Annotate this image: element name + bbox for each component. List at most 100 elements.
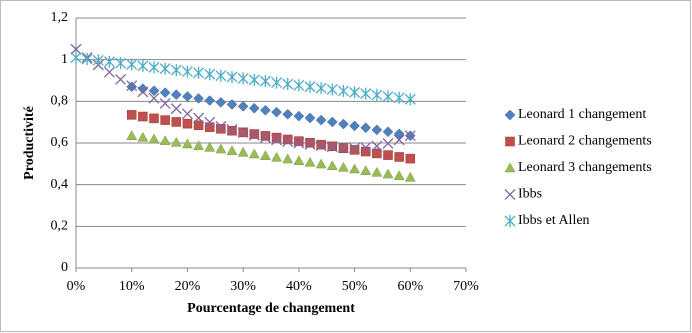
- data-point: [248, 102, 260, 114]
- data-point: [237, 146, 249, 157]
- data-point: [215, 97, 227, 108]
- legend-marker: [504, 162, 516, 173]
- y-tick-label: 0: [61, 260, 68, 275]
- data-point: [326, 141, 338, 153]
- data-point: [360, 142, 372, 154]
- y-tick-label: 0,2: [51, 219, 69, 234]
- data-point: [160, 115, 170, 125]
- y-tick-label: 0,4: [51, 177, 69, 192]
- data-point: [226, 70, 238, 83]
- data-point: [326, 160, 338, 170]
- data-point: [148, 85, 160, 97]
- x-tick-label: 0%: [67, 279, 86, 294]
- data-point: [126, 80, 138, 92]
- legend-label: Ibbs et Allen: [518, 213, 590, 228]
- data-point: [193, 93, 204, 104]
- data-point: [182, 91, 193, 102]
- data-point: [226, 123, 238, 135]
- data-point: [382, 137, 394, 149]
- data-point: [260, 104, 271, 116]
- x-tick-label: 30%: [230, 279, 256, 294]
- data-point: [304, 138, 316, 150]
- data-point: [126, 110, 137, 120]
- data-point: [126, 58, 138, 71]
- data-point: [372, 148, 382, 159]
- data-point: [204, 122, 215, 132]
- data-point: [70, 43, 82, 55]
- data-point: [371, 166, 383, 177]
- data-point: [70, 51, 82, 64]
- data-point: [282, 78, 294, 91]
- data-point: [226, 99, 238, 110]
- data-point: [170, 89, 182, 101]
- data-point: [360, 165, 372, 175]
- data-point: [371, 89, 383, 102]
- data-point: [148, 133, 160, 144]
- data-point: [115, 73, 127, 85]
- x-tick-label: 40%: [286, 279, 312, 294]
- legend-label: Leonard 3 changements: [518, 160, 652, 175]
- data-point: [126, 81, 138, 93]
- data-point: [137, 59, 149, 72]
- data-point: [170, 64, 182, 77]
- data-point: [404, 93, 416, 106]
- data-point: [170, 136, 182, 147]
- data-point: [248, 73, 260, 86]
- data-point: [137, 131, 149, 142]
- data-point: [237, 72, 249, 85]
- x-tick-label: 50%: [342, 279, 368, 294]
- data-point: [349, 120, 360, 132]
- data-point: [148, 61, 160, 74]
- data-point: [193, 140, 204, 150]
- y-tick-label: 1,2: [51, 10, 69, 25]
- x-axis-label: Pourcentage de changement: [187, 301, 355, 316]
- data-point: [304, 112, 316, 124]
- data-point: [159, 97, 171, 109]
- data-point: [293, 79, 305, 92]
- data-point: [248, 129, 260, 141]
- data-point: [326, 83, 338, 96]
- data-point: [215, 143, 227, 154]
- data-point: [171, 117, 182, 127]
- x-tick-label: 10%: [119, 279, 145, 294]
- data-point: [271, 151, 282, 162]
- data-point: [227, 125, 237, 136]
- data-point: [326, 116, 338, 128]
- data-point: [315, 158, 327, 169]
- data-point: [92, 54, 104, 67]
- data-point: [159, 62, 171, 75]
- data-point: [181, 65, 193, 78]
- y-axis-label: Productivité: [22, 106, 37, 180]
- data-point: [393, 91, 405, 104]
- data-point: [349, 163, 360, 174]
- y-tick-label: 0,6: [51, 135, 69, 150]
- legend-marker: [504, 189, 516, 200]
- data-point: [271, 134, 283, 146]
- data-point: [193, 112, 205, 124]
- data-point: [259, 132, 271, 144]
- data-point: [137, 86, 149, 98]
- legend-label: Leonard 2 changements: [518, 134, 652, 149]
- data-point: [337, 142, 349, 154]
- data-point: [159, 87, 171, 98]
- data-point: [294, 136, 304, 146]
- x-tick-label: 70%: [453, 279, 479, 294]
- x-tick-label: 60%: [397, 279, 423, 294]
- data-point: [215, 69, 227, 82]
- data-point: [304, 80, 316, 93]
- data-point: [382, 90, 394, 103]
- data-point: [315, 140, 327, 152]
- data-point: [81, 53, 93, 66]
- data-point: [349, 86, 361, 99]
- data-point: [393, 128, 405, 140]
- data-point: [316, 139, 326, 150]
- data-point: [338, 161, 349, 172]
- data-point: [249, 129, 260, 139]
- data-point: [382, 168, 394, 179]
- data-point: [204, 141, 216, 152]
- data-point: [259, 75, 271, 88]
- data-point: [349, 145, 360, 155]
- data-point: [237, 127, 249, 139]
- data-point: [170, 103, 182, 115]
- data-point: [304, 156, 316, 167]
